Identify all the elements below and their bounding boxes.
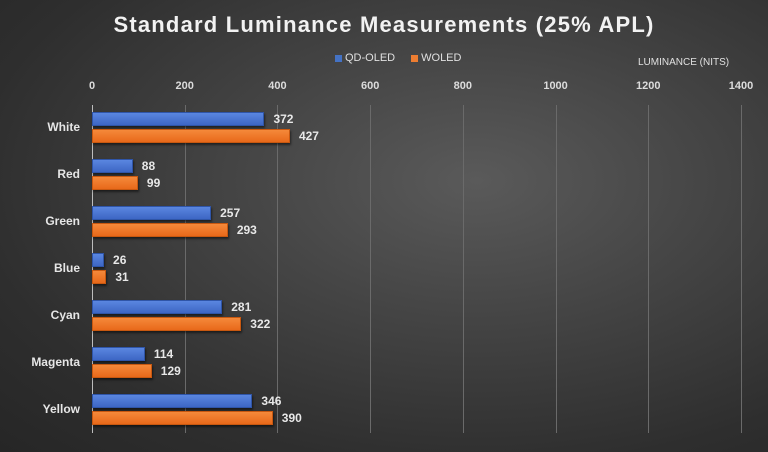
bar-qd-oled-yellow [92, 394, 253, 408]
gridline [277, 105, 278, 433]
data-label: 31 [115, 270, 129, 284]
legend-item-woled: WOLED [411, 52, 461, 64]
data-label: 99 [146, 176, 161, 190]
bar-woled-cyan [92, 317, 242, 331]
legend-label: WOLED [421, 52, 462, 64]
data-label: 281 [231, 300, 252, 314]
data-label: 293 [236, 223, 257, 237]
x-axis-title: LUMINANCE (NITS) [638, 57, 730, 68]
data-label: 26 [113, 253, 127, 267]
legend-swatch-woled [411, 54, 419, 62]
category-label: Cyan [50, 308, 80, 322]
bar-woled-green [92, 223, 228, 237]
data-label: 346 [261, 394, 282, 408]
gridline [370, 105, 371, 433]
data-label: 372 [273, 112, 294, 126]
bar-qd-oled-white [92, 112, 265, 126]
bar-qd-oled-magenta [92, 347, 145, 361]
gridline [741, 105, 742, 433]
legend-swatch-qd-oled [335, 54, 342, 62]
legend-item-qd-oled: QD-OLED [335, 52, 395, 64]
bar-qd-oled-blue [92, 253, 105, 267]
data-label: 88 [141, 159, 156, 173]
gridline [463, 105, 464, 433]
data-label: 129 [160, 364, 181, 378]
category-label: Yellow [42, 402, 80, 416]
category-label: Magenta [31, 355, 80, 369]
gridline [185, 105, 186, 433]
chart-legend: QD-OLED WOLED [335, 52, 461, 64]
gridline [648, 105, 649, 433]
bar-woled-blue [92, 270, 107, 284]
legend-label: QD-OLED [345, 52, 396, 64]
x-tick-label: 1200 [636, 80, 661, 92]
category-label: Green [45, 214, 80, 228]
x-tick-label: 400 [268, 80, 287, 92]
data-label: 427 [298, 129, 319, 143]
bar-woled-red [92, 176, 138, 190]
category-label: White [47, 120, 80, 134]
data-label: 257 [220, 206, 241, 220]
x-tick-label: 0 [88, 80, 96, 92]
x-tick-label: 600 [360, 80, 380, 92]
bar-qd-oled-cyan [92, 300, 223, 314]
x-tick-label: 200 [175, 80, 194, 92]
bar-woled-yellow [92, 411, 273, 425]
y-axis-line [92, 105, 93, 433]
bar-qd-oled-green [92, 206, 212, 220]
x-tick-label: 1000 [543, 80, 568, 92]
data-label: 390 [281, 411, 302, 425]
gridline [556, 105, 557, 433]
data-label: 114 [153, 347, 174, 361]
chart-title: Standard Luminance Measurements (25% APL… [113, 12, 655, 37]
category-label: Red [57, 167, 80, 181]
x-tick-label: 1400 [728, 80, 754, 92]
bar-qd-oled-red [92, 159, 133, 173]
bar-woled-magenta [92, 364, 152, 378]
data-label: 322 [250, 317, 271, 331]
x-tick-label: 800 [453, 80, 473, 92]
category-label: Blue [53, 261, 80, 275]
bar-woled-white [92, 129, 290, 143]
